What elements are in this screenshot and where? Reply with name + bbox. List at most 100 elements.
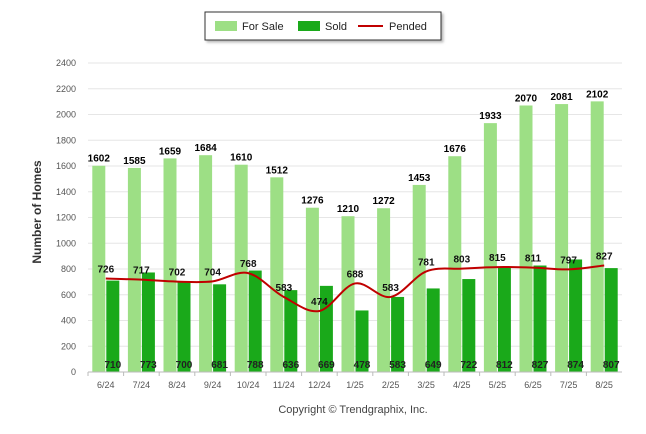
- pended-value-label: 827: [596, 252, 613, 263]
- sold-value-label: 478: [354, 360, 371, 371]
- x-tick-label: 12/24: [308, 380, 331, 390]
- legend: For Sale Sold Pended: [204, 11, 442, 41]
- pended-value-label: 583: [275, 283, 292, 294]
- legend-box: [204, 11, 442, 41]
- for-sale-value-label: 1659: [159, 146, 182, 157]
- gridlines: [88, 62, 622, 347]
- y-tick-label: 1000: [56, 238, 76, 248]
- x-tick-label: 6/25: [524, 380, 542, 390]
- x-tick-label: 8/25: [595, 380, 613, 390]
- y-tick-label: 2400: [56, 58, 76, 68]
- sold-value-label: 773: [140, 360, 157, 371]
- bar-for-sale: [163, 158, 177, 372]
- legend-label-for-sale: For Sale: [242, 21, 284, 33]
- bar-sold: [462, 279, 476, 372]
- x-tick-label: 5/25: [489, 380, 507, 390]
- bar-sold: [141, 272, 155, 372]
- bar-for-sale: [590, 101, 604, 373]
- bar-for-sale: [448, 156, 462, 372]
- pended-value-label: 688: [347, 269, 364, 280]
- pended-line: [105, 264, 605, 313]
- sold-value-label: 812: [496, 360, 513, 371]
- sold-value-label: 722: [460, 360, 477, 371]
- y-tick-label: 1400: [56, 187, 76, 197]
- y-tick-labels: 0 200 400 600 800 1000 1200 1400 1600 1800 2000 220…: [56, 58, 76, 377]
- pended-value-label: 583: [382, 283, 399, 294]
- y-tick-label: 1200: [56, 213, 76, 223]
- bar-sold: [284, 290, 298, 372]
- x-tick-label: 1/25: [346, 380, 364, 390]
- pended-value-label: 702: [169, 268, 186, 279]
- x-tick-label: 7/25: [560, 380, 578, 390]
- pended-value-label: 781: [418, 257, 435, 268]
- y-tick-label: 800: [61, 264, 76, 274]
- bar-sold: [533, 265, 547, 372]
- for-sale-value-label: 1453: [408, 173, 431, 184]
- for-sale-value-label: 1933: [479, 111, 502, 122]
- bar-sold: [355, 310, 369, 372]
- sold-value-label: 874: [567, 360, 584, 371]
- x-tick-label: 6/24: [97, 380, 115, 390]
- bar-for-sale: [234, 164, 248, 372]
- for-sale-value-label: 1276: [301, 196, 324, 207]
- pended-value-label: 726: [97, 265, 114, 276]
- bar-for-sale: [199, 155, 213, 372]
- pended-value-label: 815: [489, 253, 506, 264]
- sold-value-label: 700: [176, 360, 193, 371]
- x-tick-label: 3/25: [417, 380, 435, 390]
- sold-value-label: 807: [603, 360, 620, 371]
- y-tick-label: 2200: [56, 84, 76, 94]
- pended-value-label: 717: [133, 266, 150, 277]
- y-tick-label: 200: [61, 341, 76, 351]
- bar-sold: [391, 296, 405, 372]
- bar-for-sale: [341, 216, 355, 372]
- for-sale-value-label: 2070: [515, 93, 538, 104]
- bar-sold: [569, 259, 583, 372]
- bar-for-sale: [412, 184, 426, 372]
- sold-value-label: 583: [389, 360, 406, 371]
- sold-value-label: 681: [211, 360, 228, 371]
- pended-value-label: 803: [453, 255, 470, 266]
- bar-for-sale: [483, 123, 497, 372]
- bar-sold: [426, 288, 440, 372]
- y-tick-label: 1600: [56, 161, 76, 171]
- x-tick-labels: 6/24 7/24 8/24 9/24 10/24 11/24 12/24 1/25 2/25 3…: [87, 372, 613, 390]
- x-tick-label: 8/24: [168, 380, 186, 390]
- sold-value-label: 636: [282, 360, 299, 371]
- sold-value-label: 710: [104, 360, 121, 371]
- bar-sold: [604, 268, 618, 372]
- pended-line-layer: [105, 264, 605, 313]
- bar-for-sale: [555, 104, 569, 372]
- sold-value-label: 788: [247, 360, 264, 371]
- bar-sold: [248, 270, 262, 372]
- for-sale-value-label: 1684: [194, 143, 217, 154]
- bar-sold: [106, 280, 120, 372]
- for-sale-value-label: 1602: [88, 154, 111, 165]
- x-tick-label: 7/24: [133, 380, 151, 390]
- sold-value-label: 669: [318, 360, 335, 371]
- pended-value-label: 768: [240, 259, 257, 270]
- bars: [92, 101, 618, 373]
- bar-for-sale: [127, 167, 141, 372]
- x-tick-label: 11/24: [273, 380, 295, 390]
- y-tick-label: 400: [61, 316, 76, 326]
- copyright-text: Copyright © Trendgraphix, Inc.: [278, 404, 427, 416]
- bar-sold: [319, 285, 333, 372]
- for-sale-value-label: 2102: [586, 89, 609, 100]
- for-sale-value-label: 1272: [372, 196, 395, 207]
- bar-for-sale: [377, 208, 391, 372]
- bar-for-sale: [519, 105, 533, 373]
- x-tick-label: 9/24: [204, 380, 222, 390]
- x-tick-label: 2/25: [382, 380, 400, 390]
- data-labels: 1602 710 1585 773 1659 700 1684 681 1610 788 1512 6…: [88, 89, 620, 371]
- bar-for-sale: [92, 165, 106, 372]
- y-tick-label: 2000: [56, 110, 76, 120]
- sold-value-label: 827: [532, 360, 549, 371]
- for-sale-value-label: 1585: [123, 156, 146, 167]
- pended-value-label: 704: [204, 267, 221, 278]
- bar-sold: [213, 284, 227, 372]
- bar-for-sale: [270, 177, 284, 372]
- y-tick-label: 0: [71, 367, 76, 377]
- bar-sold: [177, 281, 191, 372]
